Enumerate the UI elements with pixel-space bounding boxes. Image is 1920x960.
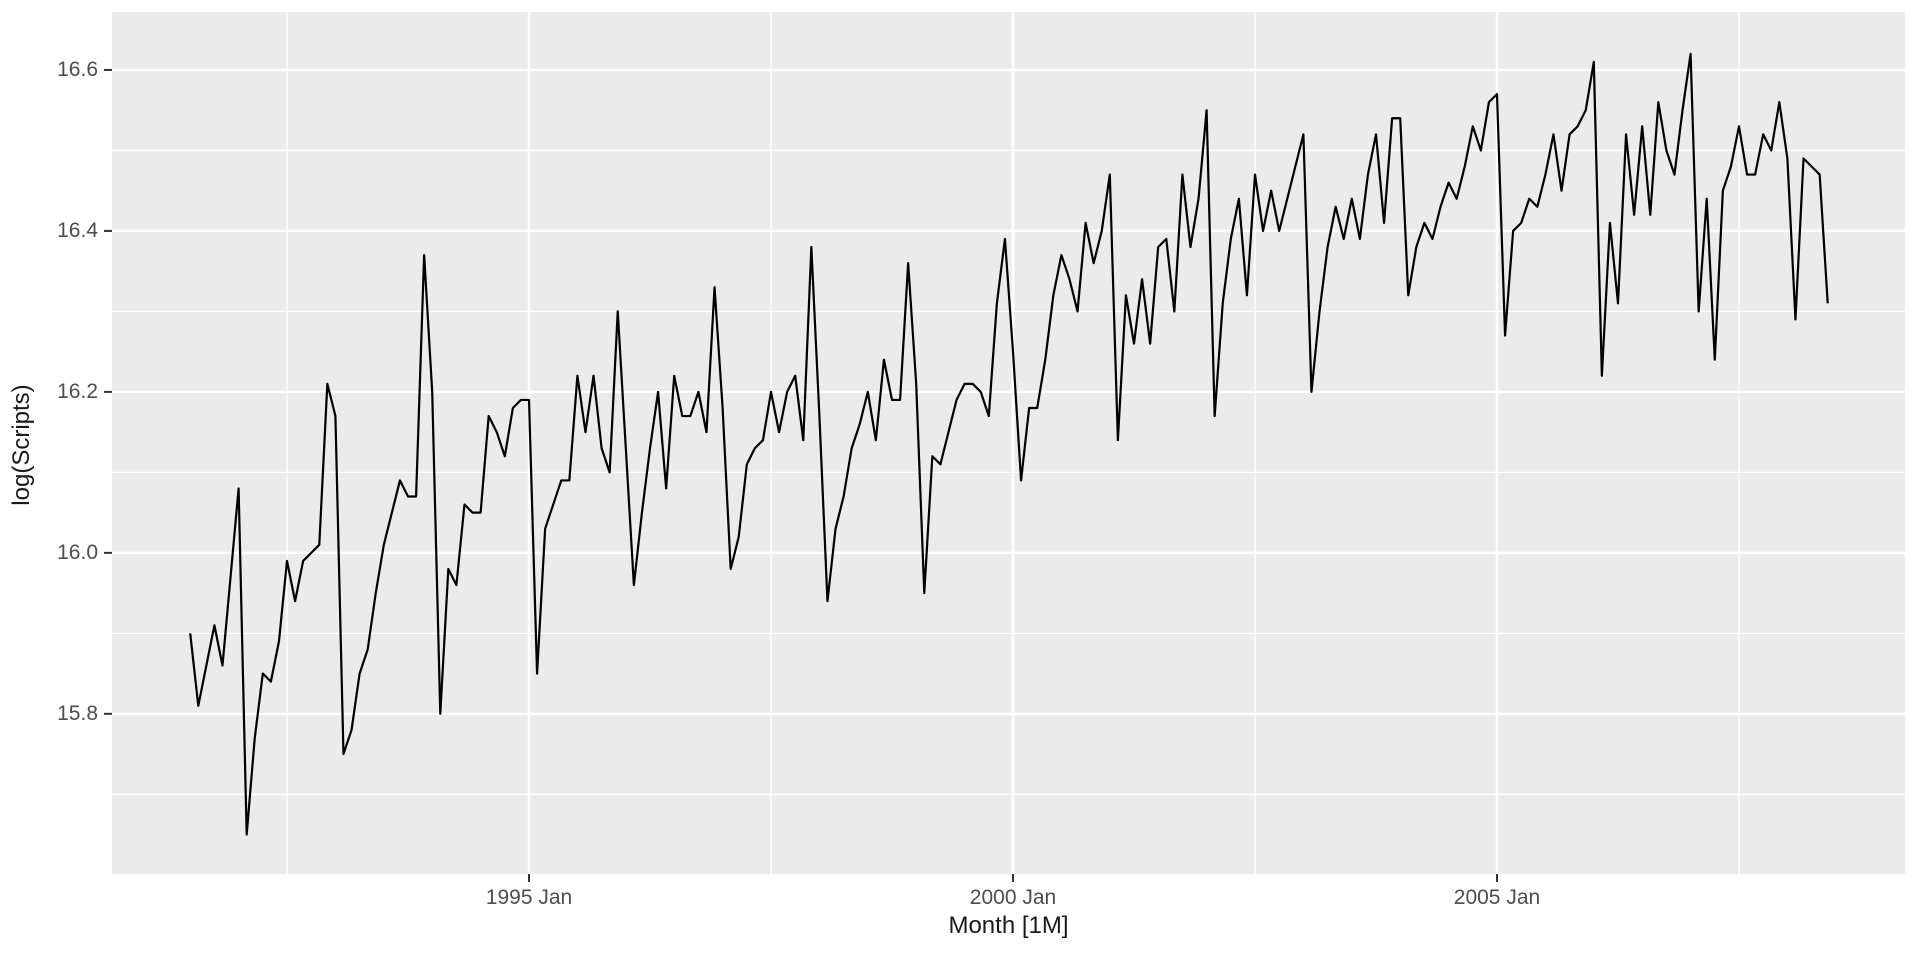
y-tick-label: 16.2 (57, 379, 98, 403)
y-tick-label: 16.6 (57, 57, 98, 81)
x-tick-label: 2005 Jan (1453, 886, 1541, 909)
plot-panel (112, 12, 1905, 874)
series-line (189, 52, 1829, 836)
x-tick-label: 1995 Jan (485, 886, 573, 909)
x-tick-label: 2000 Jan (969, 886, 1057, 909)
y-tick-label: 16.0 (57, 540, 98, 564)
y-tick-label: 16.4 (57, 218, 98, 242)
x-axis-title: Month [1M] (948, 912, 1069, 939)
y-tick-label: 15.8 (57, 701, 98, 725)
y-axis-title: log(Scripts) (8, 384, 35, 506)
